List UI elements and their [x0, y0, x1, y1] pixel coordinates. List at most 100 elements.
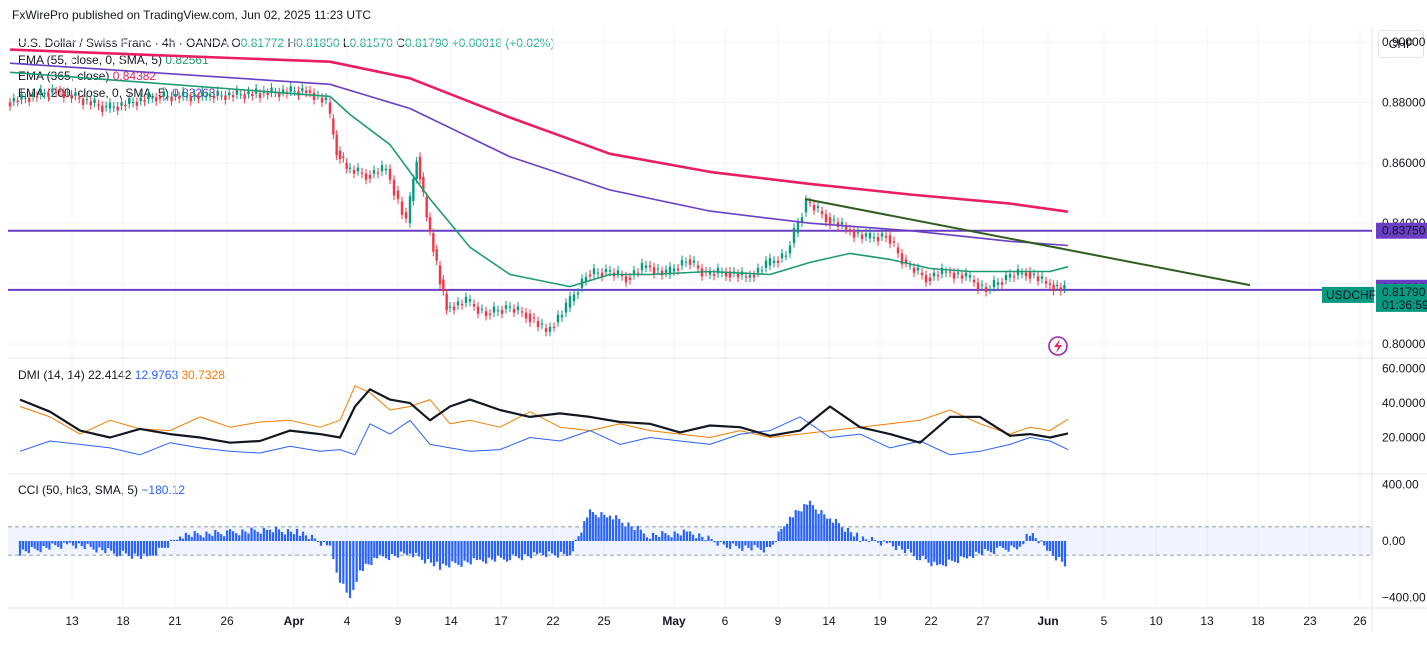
candle-body — [552, 327, 556, 329]
publisher-credit: FxWirePro published on TradingView.com, … — [12, 8, 372, 22]
time-tick: 22 — [546, 614, 560, 628]
candle-body — [640, 263, 644, 271]
cci-label: CCI (50, hlc3, SMA, 5) — [18, 483, 139, 497]
candle-body — [251, 93, 254, 97]
candle-body — [464, 296, 468, 303]
cci-bar — [1013, 541, 1016, 548]
candle-body — [672, 268, 676, 272]
candle-body — [804, 199, 808, 213]
cci-bar — [361, 541, 364, 572]
candle-body — [604, 269, 608, 273]
candle-body — [147, 93, 150, 100]
symbol-tag-bg — [1322, 286, 1374, 303]
cci-bar — [777, 531, 780, 541]
candle-body — [692, 260, 696, 263]
cci-bar — [879, 541, 883, 546]
cci-bar — [310, 534, 314, 541]
cci-bar — [429, 541, 433, 563]
dmi-adx-value: 22.4142 — [88, 368, 132, 382]
candle-body — [376, 172, 380, 174]
candle-body — [143, 100, 146, 102]
cci-bar — [160, 541, 164, 548]
candle-body — [724, 272, 728, 277]
candle-body — [928, 277, 932, 282]
cci-bar — [57, 541, 60, 547]
cci-bar — [586, 517, 589, 541]
candle-body — [425, 197, 428, 218]
candle-body — [780, 253, 784, 259]
cci-bar — [1031, 533, 1034, 541]
candle-body — [312, 92, 316, 101]
candle-body — [688, 259, 692, 265]
candle-body — [1024, 272, 1028, 277]
candle-body — [904, 259, 908, 264]
cci-bar — [716, 541, 719, 546]
candle-body — [952, 272, 956, 279]
candle-body — [964, 272, 968, 277]
candle-body — [324, 97, 328, 101]
ema-200-line — [9, 62, 1069, 247]
cci-bar — [615, 515, 618, 541]
cci-bar — [591, 512, 594, 541]
candle-body — [1032, 273, 1036, 275]
cci-bar — [651, 532, 655, 541]
time-tick: 4 — [344, 614, 351, 628]
cci-bar — [319, 541, 323, 546]
cci-bar — [950, 541, 954, 561]
candle-body — [124, 104, 127, 107]
cci-bar — [286, 529, 290, 541]
candle-body — [47, 93, 50, 98]
cci-bar — [529, 541, 533, 559]
cci-bar — [253, 529, 256, 541]
cci-bar — [618, 519, 621, 541]
candle-body — [231, 95, 235, 98]
time-tick: 26 — [220, 614, 234, 628]
cci-bar — [532, 541, 536, 553]
currency-button[interactable]: CHF — [1378, 30, 1424, 58]
candle-body — [608, 270, 612, 272]
dmi-tick: 60.0000 — [1382, 362, 1426, 376]
cci-bar — [325, 541, 329, 546]
cci-bar — [148, 541, 152, 556]
candle-body — [12, 98, 16, 102]
cci-bar — [65, 541, 69, 545]
cci-bar — [624, 526, 627, 541]
candle-body — [468, 299, 472, 302]
cci-bar — [547, 541, 551, 552]
cci-bar — [983, 541, 987, 549]
price-axis: 0.900000.880000.860000.840000.800000.837… — [1322, 35, 1427, 605]
candle-body — [158, 96, 162, 99]
cci-bar — [514, 541, 518, 557]
cci-bar — [707, 535, 710, 541]
cci-bar — [992, 541, 996, 554]
cci-bar — [193, 531, 196, 541]
cci-bar — [556, 541, 560, 558]
cci-bar — [1051, 541, 1055, 556]
cci-bar — [376, 541, 379, 559]
dmi-legend[interactable]: DMI (14, 14) 22.4142 12.9763 30.7328 — [18, 368, 225, 382]
cci-bar — [214, 529, 217, 541]
cci-bar — [205, 531, 208, 541]
candle-body — [660, 270, 664, 276]
flash-icon-circle — [1048, 336, 1068, 356]
candle-body — [120, 102, 123, 106]
cci-bar — [888, 541, 892, 543]
candle-body — [66, 92, 69, 94]
candle-body — [1052, 284, 1055, 291]
cci-bar — [924, 541, 927, 560]
level-top-tag: 0.83750 — [1382, 224, 1426, 238]
cci-bar — [636, 525, 639, 541]
cci-bar — [664, 533, 667, 541]
candle-body — [816, 206, 820, 209]
candle-body — [372, 170, 376, 174]
cci-legend[interactable]: CCI (50, hlc3, SMA, 5) −180.12 — [18, 483, 185, 497]
candle-body — [235, 89, 239, 95]
cci-bar — [358, 541, 362, 571]
candle-body — [8, 102, 12, 107]
candle-body — [1056, 284, 1059, 287]
candle-body — [620, 275, 624, 277]
cci-bar — [27, 541, 30, 554]
candle-body — [872, 237, 876, 239]
candle-body — [400, 201, 404, 215]
